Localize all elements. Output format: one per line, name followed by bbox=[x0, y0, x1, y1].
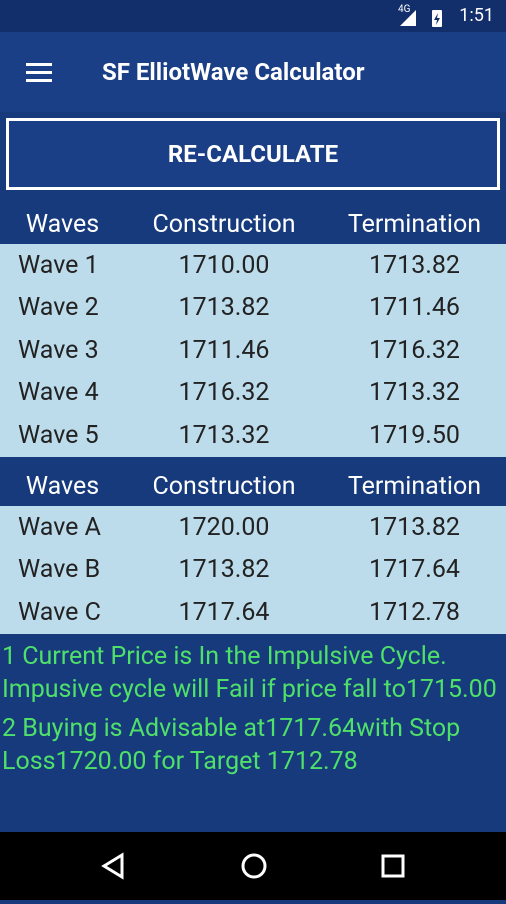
recalculate-button[interactable]: RE-CALCULATE bbox=[6, 118, 500, 190]
cell: 1713.82 bbox=[178, 555, 270, 585]
app-bar: SF ElliotWave Calculator bbox=[0, 32, 506, 112]
wave-table: Waves Construction Termination Wave 1 1710.0… bbox=[0, 204, 506, 457]
table-row: Wave C 1717.64 1712.78 bbox=[0, 591, 506, 634]
column-header: Construction bbox=[152, 471, 296, 501]
header-row: Waves Construction Termination bbox=[0, 204, 506, 244]
column-header: Waves bbox=[25, 209, 100, 239]
cell: Wave C bbox=[18, 597, 101, 627]
cell: 1713.82 bbox=[178, 293, 270, 323]
cell: 1719.50 bbox=[369, 420, 460, 450]
table-row: Wave 5 1713.32 1719.50 bbox=[0, 414, 506, 457]
column-header: Termination bbox=[347, 471, 482, 501]
table-row: Wave 2 1713.82 1711.46 bbox=[0, 286, 506, 329]
table-row: Wave B 1713.82 1717.64 bbox=[0, 548, 506, 591]
cell: Wave A bbox=[18, 512, 101, 542]
cell: 1713.82 bbox=[369, 512, 460, 542]
cell: 1716.32 bbox=[369, 335, 460, 365]
messages: 1 Current Price is In the Impulsive Cycl… bbox=[2, 640, 504, 784]
cell: Wave 2 bbox=[18, 293, 99, 323]
recents-button[interactable] bbox=[381, 854, 405, 878]
network: 4G bbox=[398, 4, 411, 15]
cell: Wave 5 bbox=[18, 420, 99, 450]
header-row: Waves Construction Termination bbox=[0, 466, 506, 506]
column-header: Construction bbox=[152, 209, 296, 239]
cell: 1720.00 bbox=[178, 512, 270, 542]
clock: 1:51 bbox=[459, 5, 494, 26]
cell: 1712.78 bbox=[369, 597, 460, 627]
cell: Wave B bbox=[18, 555, 101, 585]
table-row: Wave 3 1711.46 1716.32 bbox=[0, 329, 506, 372]
menu-button[interactable] bbox=[26, 62, 54, 84]
cell: 1710.00 bbox=[178, 250, 270, 280]
cell: 1717.64 bbox=[369, 555, 460, 585]
nav-icons bbox=[101, 852, 405, 880]
cell: 1716.32 bbox=[178, 378, 270, 408]
table-row: Wave 1 1710.00 1713.82 bbox=[0, 244, 506, 287]
column-header: Termination bbox=[347, 209, 482, 239]
cell: 1713.32 bbox=[369, 378, 460, 408]
cell: 1713.32 bbox=[178, 420, 270, 450]
message: 2 Buying is Advisable at1717.64with Stop… bbox=[2, 714, 461, 776]
cell: 1711.46 bbox=[178, 335, 270, 365]
back-button[interactable] bbox=[101, 852, 124, 880]
home-button[interactable] bbox=[241, 853, 267, 879]
cell: 1713.82 bbox=[369, 250, 460, 280]
status-icons bbox=[400, 10, 442, 27]
cell: 1717.64 bbox=[178, 597, 270, 627]
table-row: Wave A 1720.00 1713.82 bbox=[0, 506, 506, 549]
nav-bar bbox=[0, 832, 506, 900]
message: 1 Current Price is In the Impulsive Cycl… bbox=[2, 642, 497, 704]
cell: 1711.46 bbox=[369, 293, 460, 323]
cell: Wave 3 bbox=[18, 335, 99, 365]
app-title: SF ElliotWave Calculator bbox=[102, 58, 365, 86]
column-header: Waves bbox=[25, 471, 100, 501]
cell: Wave 1 bbox=[18, 250, 99, 280]
cell: Wave 4 bbox=[18, 378, 99, 408]
status-bar: 4G 1:51 bbox=[0, 0, 506, 32]
wave-table: Waves Construction Termination Wave A 1720.0… bbox=[0, 466, 506, 634]
table-row: Wave 4 1716.32 1713.32 bbox=[0, 371, 506, 414]
